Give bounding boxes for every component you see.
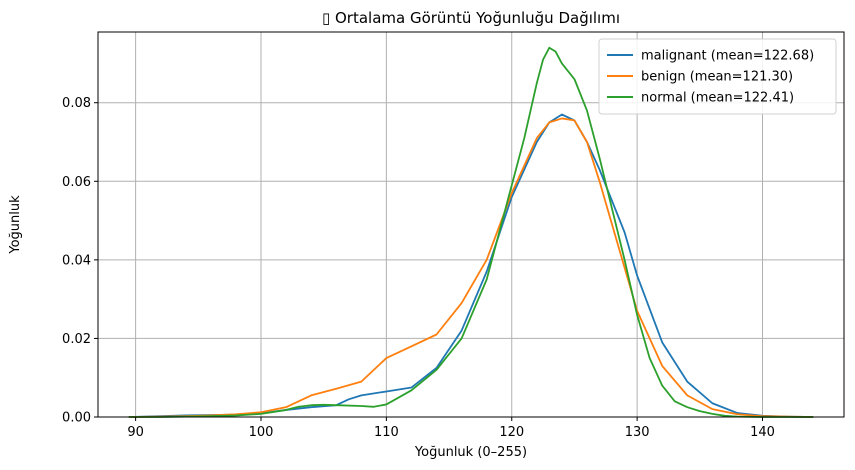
legend-entry: normal (mean=122.41) — [641, 91, 794, 106]
legend: malignant (mean=122.68) benign (mean=121.… — [598, 38, 837, 115]
plot-frame — [97, 31, 845, 418]
legend-entry: malignant (mean=122.68) — [641, 49, 814, 64]
x-axis-label: Yoğunluk (0–255) — [414, 445, 527, 460]
series-line — [128, 117, 814, 418]
x-tick-label: 140 — [750, 425, 775, 440]
x-tick-label: 90 — [127, 425, 144, 440]
y-tick-label: 0.04 — [62, 253, 91, 268]
series-line — [128, 46, 814, 418]
x-tick-label: 110 — [374, 425, 399, 440]
legend-box — [598, 38, 837, 115]
x-tick-label: 100 — [249, 425, 274, 440]
x-tick-label: 120 — [499, 425, 524, 440]
y-tick-label: 0.02 — [62, 332, 91, 347]
series-line — [128, 113, 814, 418]
series-lines — [128, 46, 814, 418]
y-tick-label: 0.06 — [62, 175, 91, 190]
y-tick-label: 0.08 — [62, 96, 91, 111]
chart-title: ▯ Ortalama Görüntü Yoğunluğu Dağılımı — [322, 9, 620, 27]
y-axis-label: Yoğunluk — [8, 195, 23, 255]
x-tick-label: 130 — [625, 425, 650, 440]
x-axis-ticks: 90 100 110 120 130 140 — [127, 417, 775, 440]
legend-entry: benign (mean=121.30) — [641, 70, 793, 85]
y-tick-label: 0.00 — [62, 411, 91, 426]
y-axis-ticks: 0.00 0.02 0.04 0.06 0.08 — [62, 96, 98, 426]
